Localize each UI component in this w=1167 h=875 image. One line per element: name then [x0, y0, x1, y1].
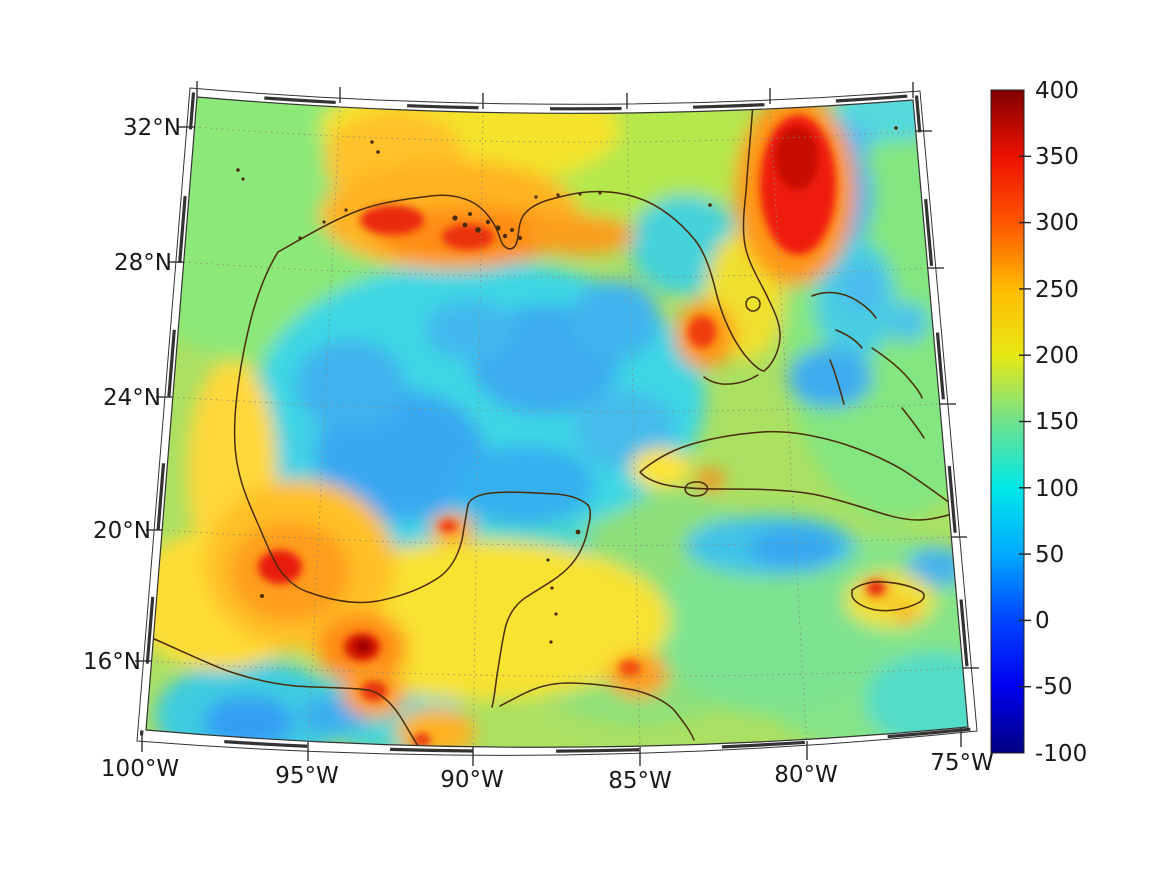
axis-ticks [135, 81, 979, 766]
latitude-axis-labels: 32°N 28°N 24°N 20°N 16°N [83, 115, 181, 675]
heatmap-field-layer [146, 97, 968, 748]
colorbar-tick-label: 250 [1035, 277, 1079, 303]
colorbar-tick-label: 100 [1035, 476, 1079, 502]
lon-tick-label: 100°W [101, 756, 179, 782]
lon-tick-label: 95°W [275, 763, 339, 789]
colorbar-tick-label: 0 [1035, 608, 1050, 634]
colorbar-tick-label: -50 [1035, 674, 1073, 700]
graticule-gridlines [150, 104, 964, 748]
lat-tick-label: 20°N [93, 518, 151, 544]
lat-tick-label: 16°N [83, 649, 141, 675]
colorbar-tick-label: 400 [1035, 78, 1079, 104]
colorbar-tick-label: 50 [1035, 542, 1064, 568]
colorbar: 400 350 300 250 200 150 100 50 0 -50 -10… [990, 78, 1087, 767]
coastline-layer [151, 102, 968, 747]
lon-tick-label: 75°W [930, 750, 994, 776]
colorbar-tick-label: 350 [1035, 144, 1079, 170]
lon-tick-label: 80°W [774, 762, 838, 788]
colorbar-ticks [1019, 155, 1031, 688]
colorbar-tick-label: 150 [1035, 409, 1079, 435]
longitude-axis-labels: 100°W 95°W 90°W 85°W 80°W 75°W [101, 750, 994, 794]
lat-tick-label: 32°N [123, 115, 181, 141]
lon-tick-label: 90°W [440, 767, 504, 793]
colorbar-tick-label: 300 [1035, 210, 1079, 236]
colorbar-tick-labels: 400 350 300 250 200 150 100 50 0 -50 -10… [1035, 78, 1087, 767]
small-islands [236, 126, 898, 644]
map-frame [136, 87, 978, 756]
lon-tick-label: 85°W [608, 768, 672, 794]
lat-tick-label: 24°N [103, 385, 161, 411]
colorbar-tick-label: 200 [1035, 343, 1079, 369]
colorbar-tick-label: -100 [1035, 741, 1087, 767]
lat-tick-label: 28°N [114, 250, 172, 276]
